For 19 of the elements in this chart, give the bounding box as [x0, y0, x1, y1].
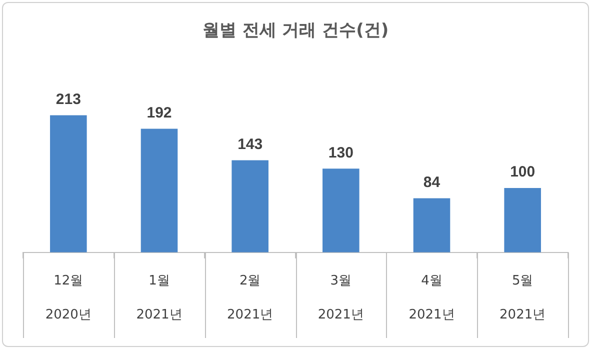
category-label: 12월 2020년 — [45, 274, 92, 322]
data-label: 130 — [328, 144, 354, 162]
data-label: 100 — [510, 164, 536, 181]
category-label: 3월 2021년 — [318, 274, 364, 322]
bar — [504, 188, 541, 252]
bar — [140, 128, 178, 252]
category-label: 4월 2021년 — [408, 274, 455, 322]
bar — [50, 115, 87, 252]
category-label: 2월 2021년 — [227, 274, 274, 322]
category-label: 1월 2021년 — [136, 274, 182, 322]
bar — [322, 168, 360, 252]
category-label: 5월 2021년 — [500, 274, 546, 322]
bar — [413, 198, 450, 252]
data-label: 143 — [238, 136, 263, 153]
data-label: 213 — [56, 90, 81, 108]
data-label: 84 — [423, 174, 441, 191]
bar — [232, 160, 268, 252]
chart-title: 월별 전세 거래 건수(건) — [202, 20, 389, 41]
data-label: 192 — [146, 104, 172, 122]
